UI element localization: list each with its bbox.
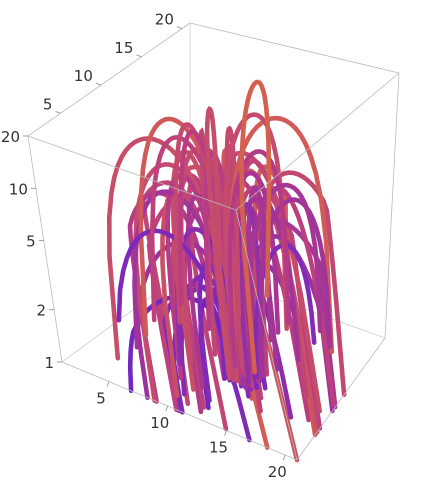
- box-edge: [27, 135, 63, 363]
- x-tick-mark: [282, 454, 286, 461]
- tube-curve: [227, 115, 335, 367]
- tube-curve: [204, 106, 232, 377]
- z-tick-label: 10: [9, 180, 28, 198]
- tube-curve: [246, 185, 274, 384]
- x-tick-mark: [165, 405, 169, 412]
- z-tick-label: 20: [1, 128, 20, 146]
- tube-curve: [239, 79, 272, 375]
- box-edge: [235, 209, 298, 461]
- y-tick-mark: [176, 26, 183, 30]
- x-tick-label: 20: [268, 463, 287, 481]
- z-tick-label: 1: [44, 354, 54, 372]
- z-tick-label: 5: [26, 233, 36, 251]
- y-tick-label: 15: [114, 39, 133, 57]
- box-front-edges: [27, 22, 400, 461]
- y-tick-label: 20: [155, 11, 174, 29]
- tube-curve: [227, 149, 291, 369]
- x-tick-label: 15: [209, 439, 228, 457]
- axis-ticks: 5 10 15 20 5 10 15 20 1 2 5 10 20: [1, 11, 287, 481]
- tube-curve: [258, 197, 333, 379]
- y-tick-mark: [136, 54, 142, 58]
- y-tick-mark: [95, 82, 102, 86]
- x-tick-label: 5: [96, 390, 106, 408]
- box-edge: [27, 135, 237, 211]
- y-tick-label: 10: [74, 67, 93, 85]
- y-tick-label: 5: [43, 95, 53, 113]
- x-tick-mark: [106, 381, 110, 387]
- x-tick-label: 10: [150, 414, 169, 432]
- tube-series: [106, 79, 347, 463]
- box-edge: [384, 72, 400, 339]
- box-edge: [189, 22, 400, 74]
- box-edge: [61, 361, 298, 461]
- tube-curve: [246, 182, 323, 370]
- box-edge: [296, 337, 386, 461]
- tube-curve: [223, 112, 289, 382]
- x-tick-mark: [224, 430, 227, 436]
- y-tick-mark: [55, 111, 61, 114]
- box-edge: [235, 72, 400, 211]
- z-tick-label: 2: [37, 302, 47, 320]
- box-edge: [27, 22, 191, 137]
